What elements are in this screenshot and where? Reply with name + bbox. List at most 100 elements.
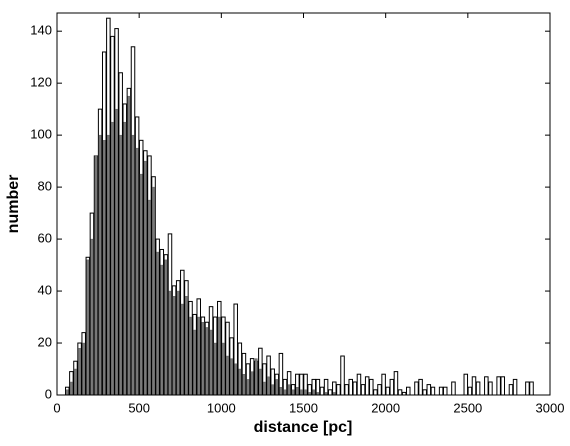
bar [287, 384, 291, 396]
bar [336, 384, 341, 396]
bar [238, 368, 242, 396]
bar [90, 238, 94, 396]
bar [525, 381, 530, 396]
bar [344, 384, 349, 396]
bar [430, 386, 436, 396]
bar [119, 134, 123, 396]
bar [496, 376, 501, 396]
bar [377, 384, 382, 396]
x-tick-label: 1500 [289, 400, 318, 415]
bar [242, 374, 246, 396]
bar [205, 327, 209, 396]
bar [164, 259, 168, 396]
bar [250, 371, 254, 396]
bar [389, 378, 395, 396]
bar [180, 303, 184, 396]
bar [393, 371, 399, 396]
bar [123, 121, 127, 396]
bar [508, 384, 514, 396]
bar [78, 348, 81, 396]
bar [422, 389, 427, 396]
bar [176, 290, 180, 396]
y-axis-label: number [5, 175, 22, 234]
bar [82, 342, 86, 396]
bar [360, 384, 366, 396]
y-tick-label: 40 [38, 282, 52, 297]
bar [246, 379, 250, 396]
bar [300, 389, 303, 396]
bar [488, 381, 493, 396]
bar [327, 389, 333, 396]
bar [442, 386, 448, 396]
x-tick-label: 1000 [207, 400, 236, 415]
bar [279, 387, 283, 396]
bar [385, 386, 390, 396]
bar [135, 147, 139, 396]
bar [512, 378, 518, 396]
bar [217, 316, 221, 396]
bar [295, 387, 299, 396]
bar [263, 381, 266, 396]
bar [438, 386, 444, 396]
bar [185, 296, 188, 396]
bar [70, 381, 73, 396]
bar [254, 358, 258, 396]
bar [406, 386, 411, 396]
bar [471, 376, 477, 396]
bar [271, 384, 275, 396]
bar [369, 378, 374, 396]
bar [259, 368, 262, 396]
bar [234, 363, 238, 396]
bar [74, 368, 77, 396]
bar [529, 381, 534, 396]
bar [275, 379, 279, 396]
bar [156, 251, 160, 396]
bar [139, 173, 143, 396]
bar [222, 342, 225, 396]
bar [86, 259, 90, 396]
y-tick-label: 120 [30, 75, 52, 90]
bar [414, 381, 419, 396]
y-tick-label: 20 [38, 334, 52, 349]
bar [418, 378, 423, 396]
bar [189, 316, 192, 396]
bar [201, 322, 205, 396]
bar [381, 373, 386, 396]
bar [426, 384, 432, 396]
bar [475, 381, 481, 396]
bar [213, 342, 217, 396]
y-tick-label: 140 [30, 23, 52, 38]
bar [500, 376, 506, 396]
bar [160, 264, 164, 396]
bar [291, 389, 295, 396]
bar [152, 186, 155, 396]
bar [312, 389, 316, 396]
bar [65, 389, 69, 396]
bar [283, 389, 287, 396]
bar [172, 296, 176, 396]
bar [98, 134, 102, 396]
bar [484, 376, 489, 396]
bar [226, 355, 229, 396]
bar [193, 329, 196, 396]
bar [209, 329, 213, 396]
bar [115, 108, 118, 396]
bar [340, 355, 345, 396]
bar [230, 358, 233, 396]
bar [131, 134, 135, 396]
bar [348, 378, 354, 396]
y-tick-label: 0 [45, 386, 52, 401]
x-tick-label: 0 [53, 400, 60, 415]
bar [267, 376, 270, 396]
y-tick-label: 100 [30, 127, 52, 142]
y-tick-label: 60 [38, 231, 52, 246]
bar [373, 389, 378, 396]
x-tick-label: 500 [128, 400, 150, 415]
bar [102, 140, 106, 396]
bar [106, 134, 110, 396]
bar [451, 381, 456, 396]
bar [168, 290, 172, 396]
x-tick-label: 2500 [453, 400, 482, 415]
bar [397, 389, 403, 396]
